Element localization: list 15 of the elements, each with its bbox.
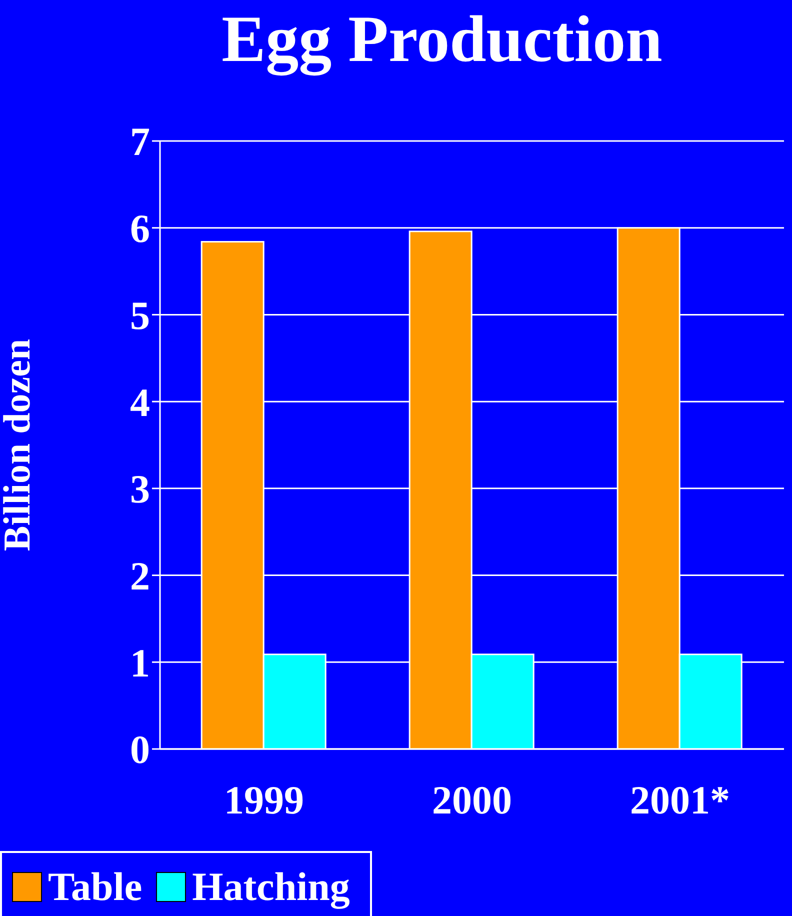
y-tick-label: 7 <box>130 119 150 164</box>
legend-label: Hatching <box>192 863 350 910</box>
x-tick-label: 2001* <box>630 777 730 822</box>
y-tick-label: 2 <box>130 553 150 598</box>
y-tick-label: 5 <box>130 292 150 338</box>
y-tick-label: 6 <box>130 206 150 252</box>
x-tick-label: 1999 <box>224 777 304 822</box>
y-axis-title: Billion dozen <box>0 338 38 552</box>
y-tick-label: 4 <box>130 380 150 425</box>
y-tick-label: 3 <box>130 466 150 512</box>
x-tick-label: 2000 <box>432 777 512 822</box>
chart-title: Egg Production <box>220 2 664 78</box>
legend-label: Table <box>48 863 142 910</box>
y-tick-label: 1 <box>130 640 150 686</box>
y-tick-label: 0 <box>130 727 150 772</box>
